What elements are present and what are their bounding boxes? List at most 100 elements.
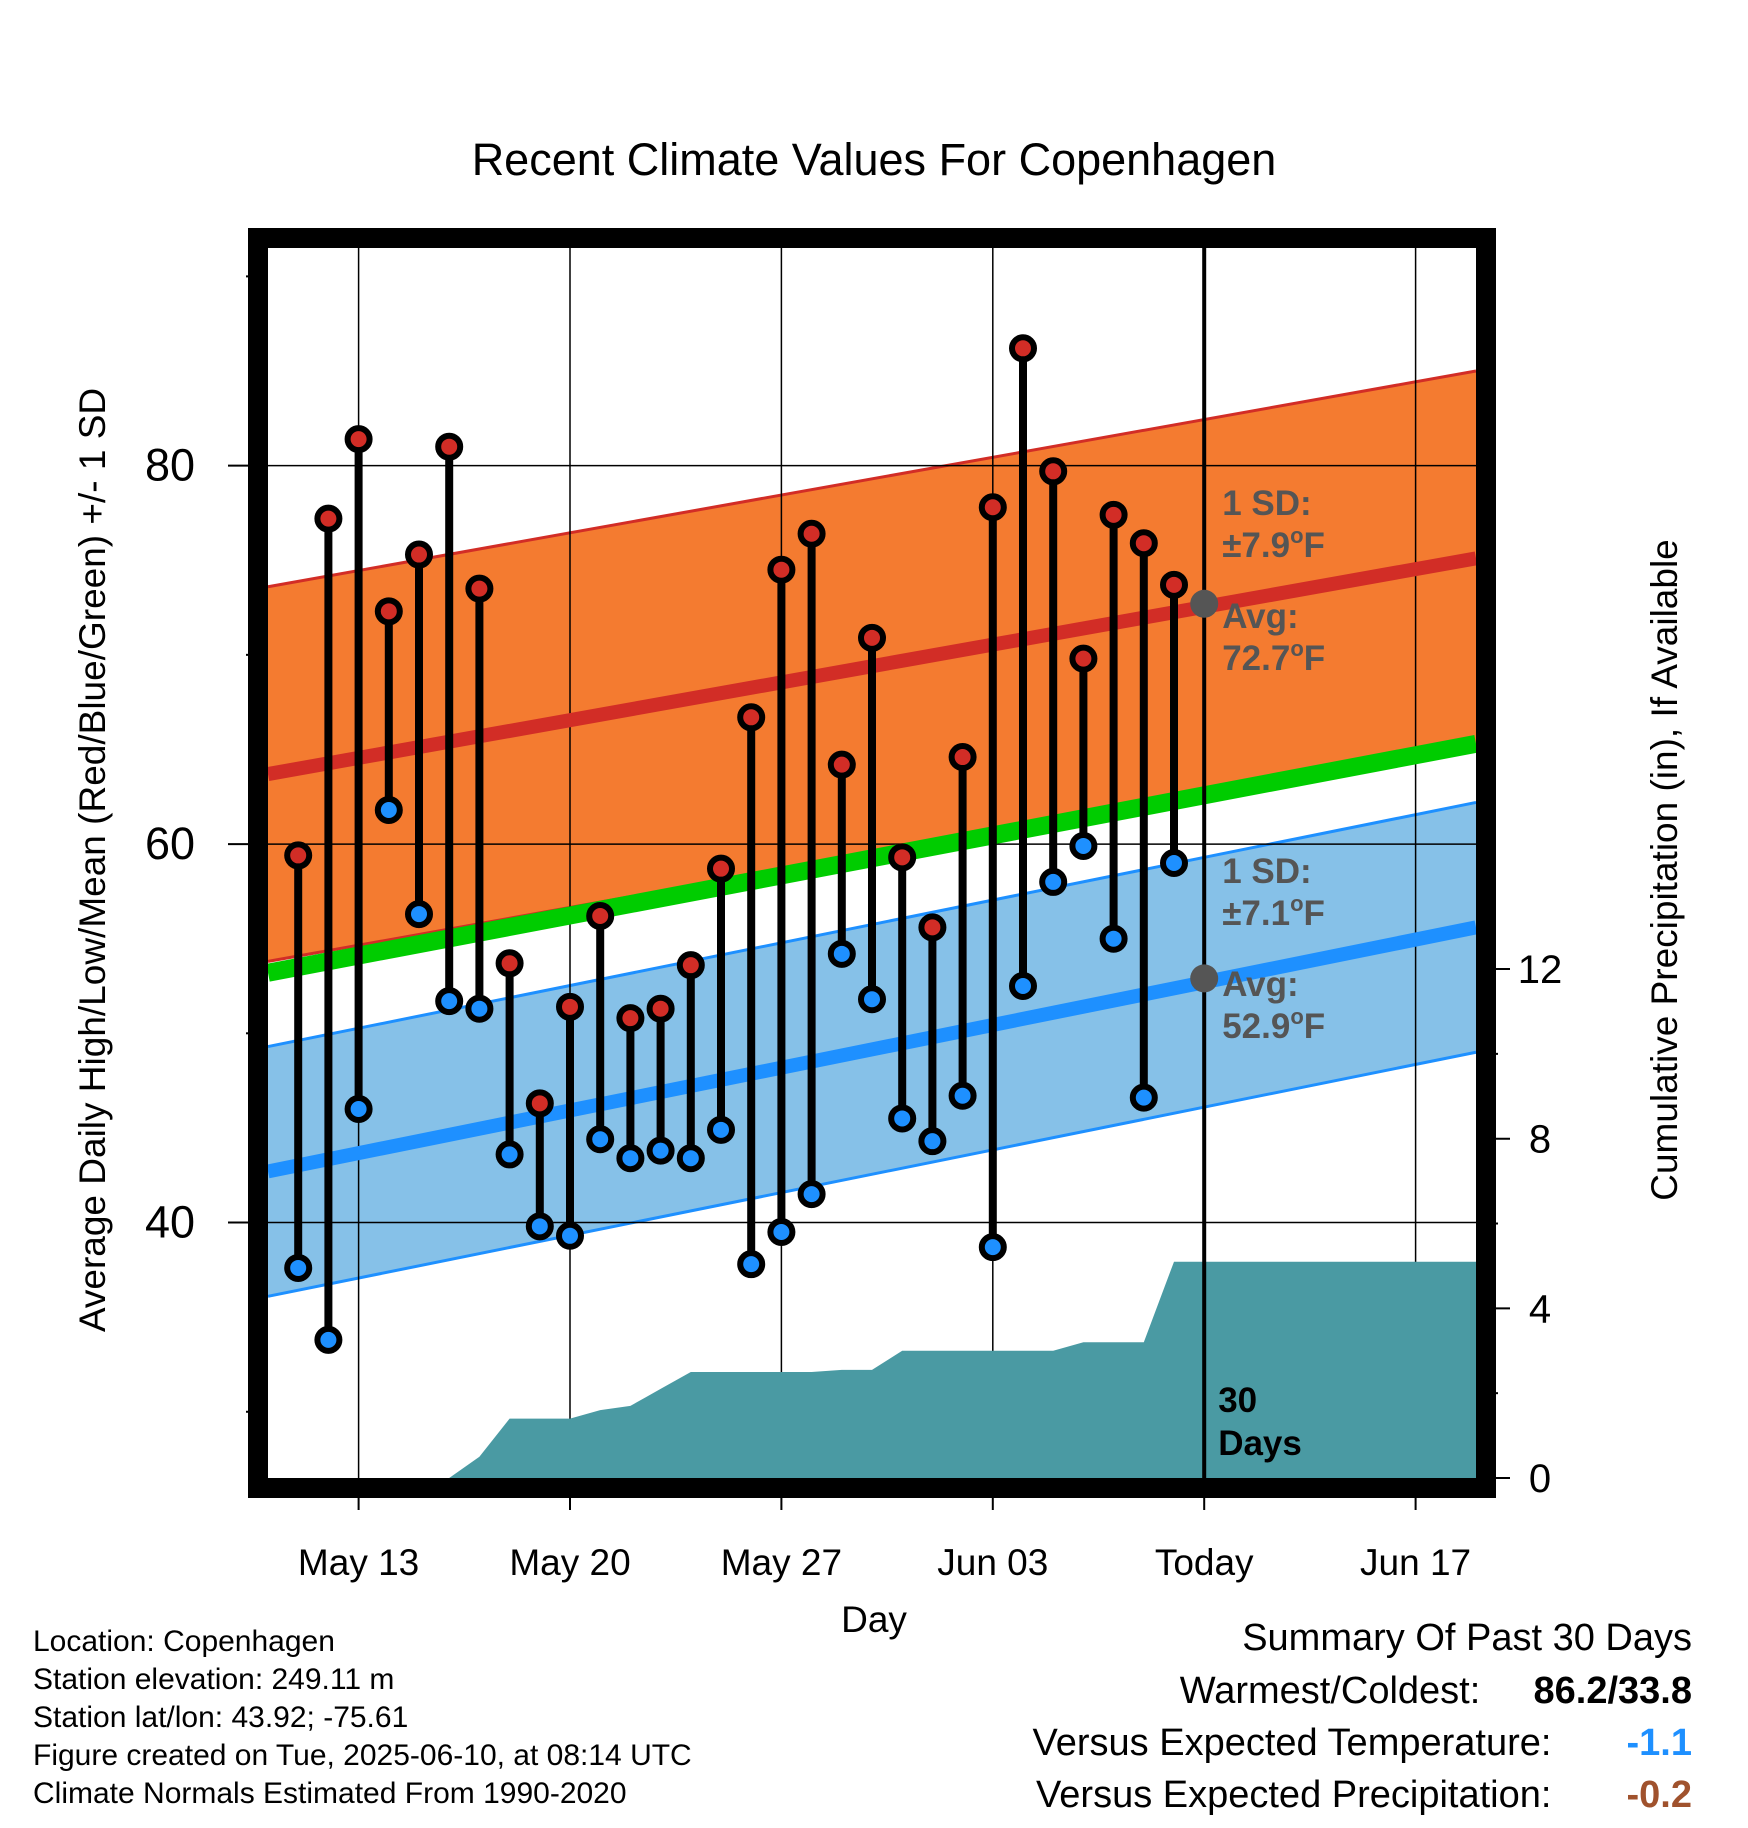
low-point-12 [646, 1136, 675, 1165]
summary-precip: Versus Expected Precipitation: -0.2 [1036, 1774, 1692, 1817]
low-point-14 [707, 1115, 735, 1144]
plot-frame [248, 228, 1496, 1498]
low-point-17 [797, 1180, 826, 1209]
chart-title: Recent Climate Values For Copenhagen [472, 134, 1277, 185]
y-tick-label-1: 60 [145, 818, 195, 869]
x-tick-label-0: May 13 [298, 1542, 419, 1583]
high-point-9 [556, 992, 584, 1021]
low-sd-label: 1 SD: [1222, 852, 1311, 891]
x-tick-label-2: May 27 [721, 1542, 842, 1583]
summary-warm-cold: Warmest/Coldest: 86.2/33.8 [1180, 1670, 1692, 1713]
low-point-15 [737, 1250, 766, 1279]
low-point-2 [344, 1095, 373, 1123]
high-point-5 [435, 432, 464, 461]
info-latlon: Station lat/lon: 43.92; -75.61 [33, 1701, 409, 1734]
info-normals: Climate Normals Estimated From 1990-2020 [33, 1777, 627, 1810]
y2-tick-label-0: 0 [1529, 1457, 1551, 1501]
low-point-19 [858, 985, 886, 1014]
low-point-18 [827, 939, 856, 968]
low-avg-label: Avg: [1222, 965, 1298, 1004]
y2-tick-label-3: 12 [1518, 948, 1563, 992]
low-point-8 [525, 1212, 554, 1241]
normal-low-line [266, 920, 1478, 1179]
low-point-0 [284, 1253, 313, 1282]
high-sd-value: ±7.9oF [1222, 523, 1325, 565]
low-point-10 [586, 1125, 615, 1154]
high-point-23 [978, 493, 1007, 522]
summary-warm-cold-label: Warmest/Coldest: [1179, 1670, 1481, 1712]
high-point-27 [1099, 500, 1128, 529]
high-point-28 [1129, 529, 1158, 558]
x-tick-label-3: Jun 03 [937, 1542, 1048, 1583]
high-point-4 [405, 540, 433, 569]
high-sd-label: 1 SD: [1222, 484, 1311, 523]
info-location: Location: Copenhagen [33, 1625, 335, 1658]
period-label-number: 30 [1218, 1381, 1257, 1420]
high-point-22 [948, 743, 977, 772]
x-tick-label-5: Jun 17 [1360, 1542, 1471, 1583]
high-avg-marker [1190, 589, 1219, 618]
high-point-17 [797, 519, 826, 548]
x-tick-label-1: May 20 [509, 1542, 630, 1583]
high-point-21 [918, 913, 947, 942]
high-point-2 [344, 425, 373, 454]
high-point-29 [1160, 570, 1188, 599]
low-sd-value: ±7.1oF [1222, 891, 1325, 933]
summary-temp: Versus Expected Temperature: -1.1 [1033, 1722, 1692, 1765]
low-point-13 [676, 1144, 705, 1173]
high-point-12 [646, 994, 675, 1023]
low-point-25 [1039, 867, 1068, 896]
x-axis-label: Day [841, 1599, 907, 1640]
low-point-28 [1129, 1083, 1158, 1112]
high-point-18 [827, 750, 856, 779]
summary-precip-value: -0.2 [1626, 1774, 1692, 1816]
summary-warm-cold-value: 86.2/33.8 [1533, 1670, 1692, 1712]
summary-precip-label: Versus Expected Precipitation: [1036, 1774, 1552, 1816]
low-point-22 [948, 1081, 977, 1110]
high-point-16 [767, 555, 796, 584]
low-sd-band-lower-edge [267, 1050, 1477, 1298]
low-point-4 [405, 900, 433, 929]
low-point-5 [435, 987, 464, 1016]
low-point-11 [616, 1144, 645, 1173]
high-point-10 [586, 901, 615, 930]
high-sd-band-upper-edge [267, 369, 1477, 589]
info-created: Figure created on Tue, 2025-06-10, at 08… [33, 1739, 692, 1772]
x-tick-label-4: Today [1155, 1542, 1254, 1583]
precip-area [449, 1261, 1477, 1478]
low-point-26 [1069, 831, 1098, 860]
high-point-1 [314, 504, 343, 533]
low-point-23 [978, 1233, 1007, 1262]
high-point-14 [707, 854, 735, 883]
y-tick-label-2: 80 [145, 440, 195, 491]
high-point-6 [465, 574, 494, 603]
low-point-21 [918, 1127, 947, 1156]
high-point-11 [616, 1004, 645, 1033]
low-point-6 [465, 994, 494, 1023]
high-point-26 [1069, 644, 1098, 673]
low-point-1 [314, 1325, 343, 1354]
y2-tick-label-2: 8 [1529, 1118, 1551, 1162]
low-point-29 [1160, 849, 1188, 877]
high-point-0 [284, 841, 313, 870]
low-point-7 [495, 1140, 524, 1169]
high-point-8 [525, 1089, 554, 1118]
high-point-15 [737, 703, 766, 732]
summary-temp-value: -1.1 [1626, 1722, 1692, 1764]
y2-tick-label-1: 4 [1529, 1287, 1551, 1331]
y-axis-label: Average Daily High/Low/Mean (Red/Blue/Gr… [72, 388, 113, 1332]
high-point-3 [374, 597, 403, 626]
summary-temp-label: Versus Expected Temperature: [1032, 1722, 1552, 1764]
y-tick-label-0: 40 [145, 1197, 195, 1248]
low-point-16 [767, 1218, 796, 1246]
low-avg-value: 52.9oF [1222, 1004, 1325, 1046]
low-point-24 [1009, 972, 1037, 1000]
period-label-days: Days [1218, 1424, 1302, 1463]
high-point-13 [676, 951, 705, 980]
high-avg-label: Avg: [1222, 597, 1298, 636]
high-point-24 [1009, 334, 1037, 363]
low-point-27 [1099, 924, 1128, 953]
info-elevation: Station elevation: 249.11 m [33, 1663, 395, 1696]
high-avg-value: 72.7oF [1222, 636, 1325, 678]
